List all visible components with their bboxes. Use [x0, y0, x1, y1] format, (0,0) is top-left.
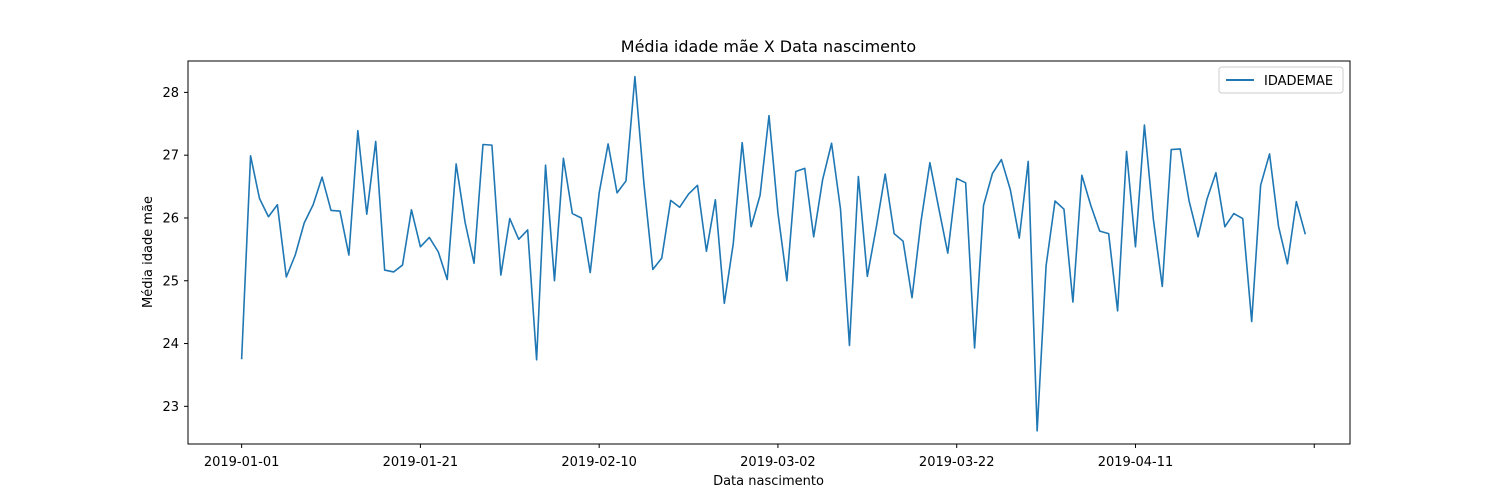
- y-tick-label: 24: [162, 337, 179, 352]
- x-tick-label: 2019-01-21: [383, 455, 459, 470]
- x-tick-label: 2019-01-01: [204, 455, 280, 470]
- y-tick-label: 26: [162, 211, 179, 226]
- legend: IDADEMAE: [1218, 66, 1344, 94]
- legend-label: IDADEMAE: [1264, 74, 1333, 89]
- axes-frame: [187, 60, 1351, 445]
- chart-title: Média idade mãe X Data nascimento: [621, 37, 916, 56]
- y-tick-label: 25: [162, 274, 179, 289]
- plot-area: [240, 75, 1307, 432]
- x-tick-label: 2019-03-22: [919, 455, 995, 470]
- axes: 2019-01-01 2019-01-21 2019-02-10 2019-03-02…: [162, 60, 1351, 470]
- series-line-idademae: [240, 75, 1307, 432]
- y-tick-label: 28: [162, 86, 179, 101]
- x-tick-label: 2019-02-10: [561, 455, 637, 470]
- x-tick-label: 2019-03-02: [740, 455, 816, 470]
- y-tick-label: 23: [162, 400, 179, 415]
- y-axis-label: Média idade mãe: [141, 196, 156, 308]
- x-tick-label: 2019-04-11: [1098, 455, 1174, 470]
- x-axis-label: Data nascimento: [713, 474, 824, 489]
- y-tick-label: 27: [162, 149, 179, 164]
- legend-box: [1218, 66, 1344, 94]
